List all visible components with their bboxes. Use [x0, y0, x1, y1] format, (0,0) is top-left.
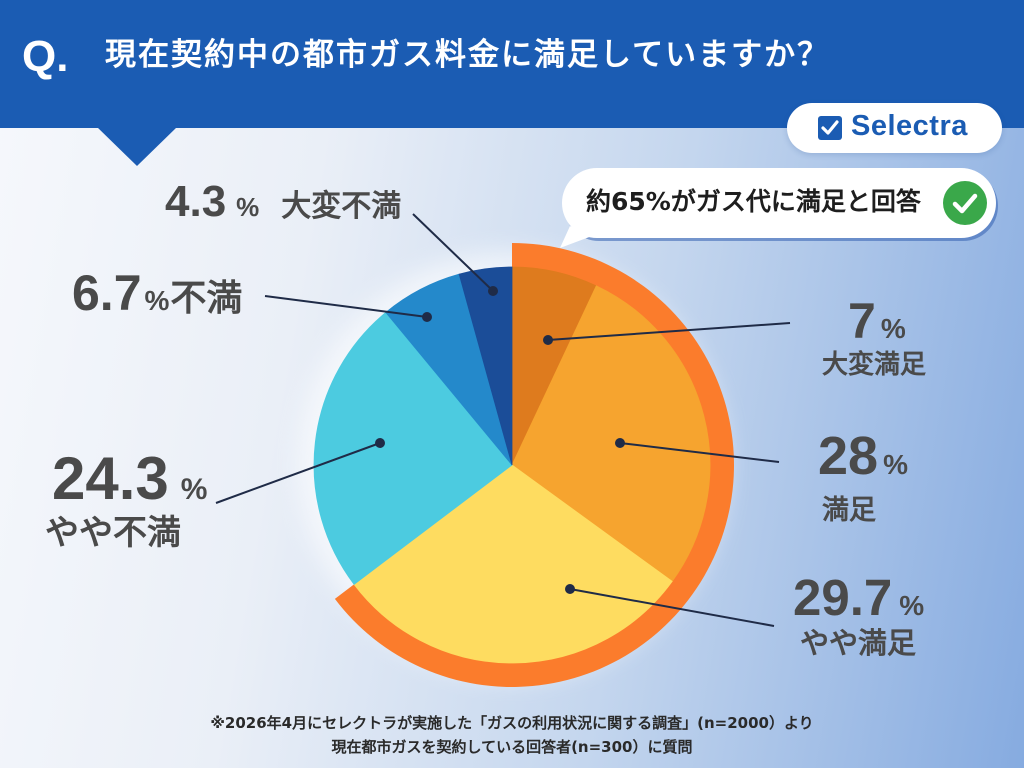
leader-line-somewhat-satisfied: [569, 588, 775, 627]
question-mark-label: Q.: [22, 32, 69, 81]
category-satisfied: 満足: [822, 495, 876, 526]
leader-line-dissatisfied: [264, 295, 428, 318]
label-very-dissatisfied: 4.3% 大変不満: [165, 180, 401, 224]
leader-lines: [215, 213, 791, 627]
survey-footnote: ※2026年4月にセレクトラが実施した「ガスの利用状況に関する調査」(n=200…: [0, 711, 1024, 759]
callout-tail: [560, 226, 592, 248]
leader-dot-satisfied: [615, 438, 625, 448]
unit-dissatisfied: %: [144, 285, 170, 316]
footnote-line-2: 現在都市ガスを契約している回答者(n=300）に質問: [331, 738, 693, 756]
category-somewhat-satisfied: やや満足: [800, 626, 917, 660]
check-circle-icon: [943, 181, 987, 225]
pie-slice-satisfied: [511, 285, 711, 582]
label-somewhat-satisfied: 29.7%: [793, 572, 924, 623]
pie-slice-somewhat-dissatisfied: [313, 311, 513, 585]
category-dissatisfied: 不満: [170, 278, 243, 319]
category-very-satisfied: 大変満足: [822, 350, 927, 380]
leader-line-somewhat-dissatisfied: [215, 442, 381, 504]
leader-line-satisfied: [619, 442, 780, 463]
check-square-icon: [818, 116, 842, 140]
leader-dot-somewhat-dissatisfied: [375, 438, 385, 448]
unit-somewhat-satisfied: %: [899, 590, 925, 621]
pie-slices-group: [313, 266, 711, 664]
label-satisfied: 28%: [818, 429, 908, 483]
leader-dot-somewhat-satisfied: [565, 584, 575, 594]
label-somewhat-dissatisfied: 24.3%: [52, 449, 207, 509]
label-dissatisfied: 6.7 %不満: [72, 268, 242, 318]
leader-line-very-satisfied: [547, 322, 791, 341]
category-somewhat-dissatisfied: やや不満: [45, 513, 181, 553]
brand-name: Selectra: [851, 110, 968, 142]
header-pointer: [97, 127, 177, 166]
footnote-line-1: ※2026年4月にセレクトラが実施した「ガスの利用状況に関する調査」(n=200…: [210, 714, 814, 732]
unit-satisfied: %: [883, 449, 908, 480]
leader-dot-very-dissatisfied: [488, 286, 498, 296]
brand-logo: Selectra: [787, 103, 1002, 153]
value-very-dissatisfied: 4.3: [165, 177, 227, 226]
value-satisfied: 28: [818, 426, 879, 486]
summary-callout: [562, 168, 996, 238]
value-dissatisfied: 6.7: [72, 265, 142, 321]
callout-text: 約65%がガス代に満足と回答: [586, 187, 921, 216]
leader-dot-dissatisfied: [422, 312, 432, 322]
unit-very-dissatisfied: %: [236, 192, 260, 222]
unit-very-satisfied: %: [880, 313, 906, 344]
value-somewhat-dissatisfied: 24.3: [52, 445, 169, 512]
pie-slice-somewhat-satisfied: [353, 464, 673, 664]
leader-line-very-dissatisfied: [412, 213, 494, 292]
label-very-satisfied: 7%: [848, 296, 906, 346]
pie-slice-very-dissatisfied: [458, 266, 513, 466]
value-somewhat-satisfied: 29.7: [793, 569, 893, 626]
value-very-satisfied: 7: [848, 293, 876, 349]
question-title: 現在契約中の都市ガス料金に満足していますか？: [105, 37, 831, 73]
category-very-dissatisfied: 大変不満: [281, 189, 402, 224]
unit-somewhat-dissatisfied: %: [180, 473, 208, 506]
leader-dot-very-satisfied: [543, 335, 553, 345]
